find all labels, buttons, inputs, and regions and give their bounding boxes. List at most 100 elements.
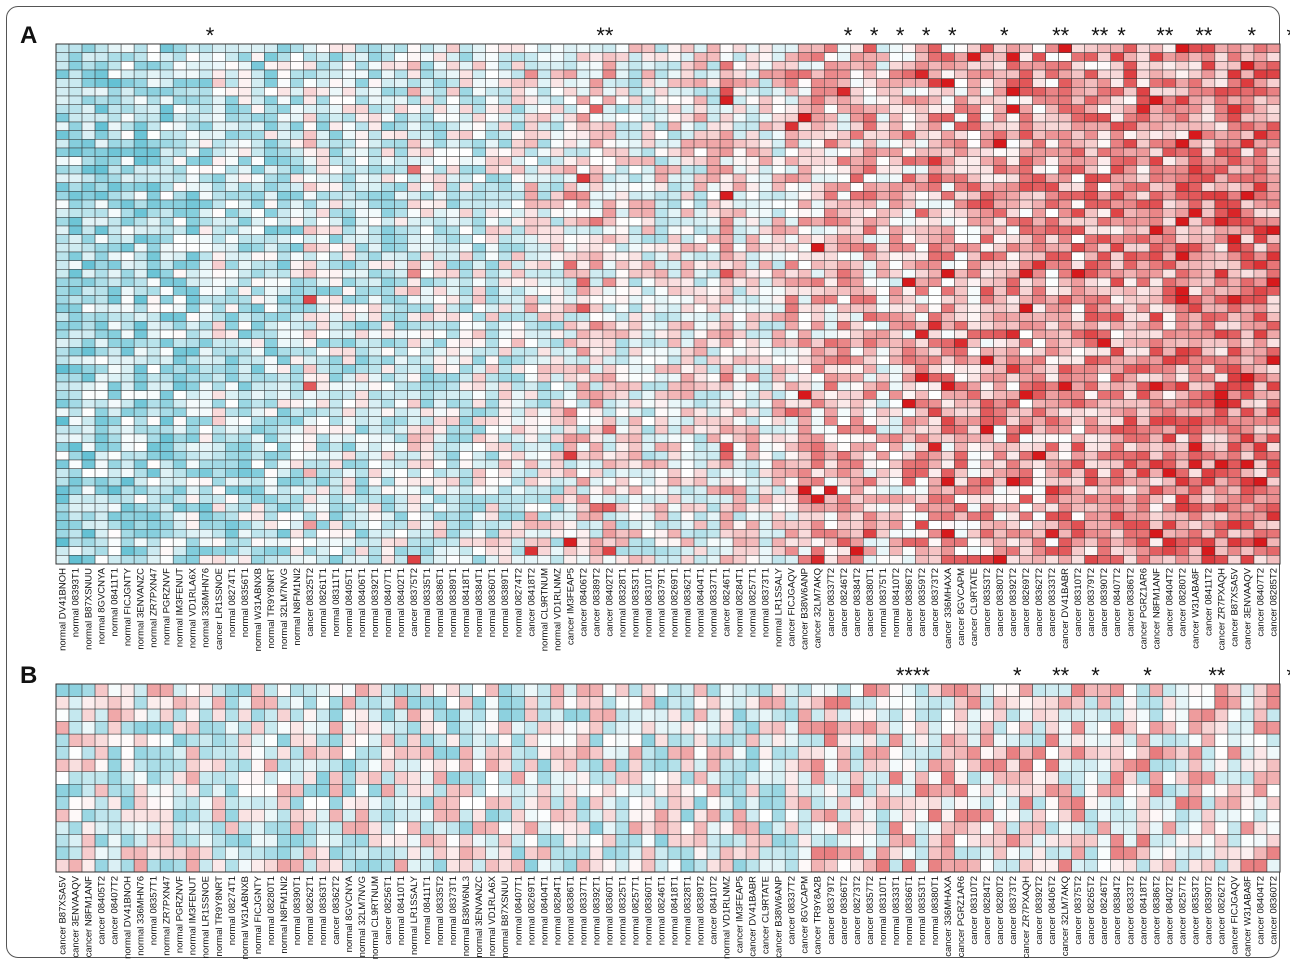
heatmap-cell bbox=[589, 459, 604, 469]
heatmap-cell bbox=[863, 95, 877, 105]
heatmap-cell bbox=[290, 546, 304, 556]
heatmap-cell bbox=[667, 303, 682, 313]
heatmap-cell bbox=[889, 199, 903, 209]
heatmap-cell bbox=[472, 537, 486, 547]
heatmap-cell bbox=[290, 165, 304, 175]
heatmap-cell bbox=[498, 451, 512, 461]
heatmap-cell bbox=[329, 208, 343, 218]
heatmap-cell bbox=[732, 113, 747, 123]
heatmap-cell bbox=[446, 390, 460, 400]
heatmap-cell bbox=[433, 165, 447, 175]
heatmap-cell bbox=[902, 217, 916, 227]
heatmap-cell bbox=[368, 243, 382, 253]
heatmap-cell bbox=[133, 390, 148, 400]
heatmap-cell bbox=[680, 433, 695, 443]
heatmap-cell bbox=[797, 529, 812, 539]
heatmap-cell bbox=[641, 355, 656, 365]
heatmap-cell bbox=[628, 87, 643, 97]
heatmap-cell bbox=[667, 399, 682, 409]
heatmap-cell bbox=[797, 381, 812, 391]
heatmap-cell bbox=[1045, 104, 1059, 114]
heatmap-cell bbox=[850, 225, 864, 235]
heatmap-cell bbox=[1071, 87, 1085, 97]
heatmap-cell bbox=[133, 225, 148, 235]
heatmap-cell bbox=[902, 537, 916, 547]
heatmap-cell bbox=[563, 303, 578, 313]
heatmap-cell bbox=[212, 95, 226, 105]
heatmap-cell bbox=[1110, 442, 1124, 452]
heatmap-cell bbox=[303, 381, 317, 391]
heatmap-cell bbox=[1058, 485, 1072, 495]
heatmap-cell bbox=[602, 468, 617, 478]
heatmap-cell bbox=[824, 121, 838, 131]
heatmap-cell bbox=[537, 338, 552, 348]
heatmap-cell bbox=[1045, 347, 1059, 357]
heatmap-cell bbox=[485, 87, 499, 97]
heatmap-cell bbox=[876, 61, 890, 71]
heatmap-cell bbox=[915, 329, 929, 339]
heatmap-cell bbox=[55, 442, 70, 452]
heatmap-cell bbox=[498, 355, 512, 365]
heatmap-cell bbox=[1071, 139, 1085, 149]
heatmap-cell bbox=[446, 347, 460, 357]
heatmap-cell bbox=[498, 494, 512, 504]
heatmap-cell bbox=[563, 468, 578, 478]
heatmap-cell bbox=[641, 338, 656, 348]
heatmap-cell bbox=[1110, 251, 1124, 261]
heatmap-cell bbox=[732, 303, 747, 313]
heatmap-cell bbox=[159, 390, 174, 400]
heatmap-cell bbox=[876, 147, 890, 157]
heatmap-cell bbox=[172, 494, 187, 504]
heatmap-cell bbox=[511, 529, 526, 539]
heatmap-cell bbox=[928, 191, 942, 201]
heatmap-cell bbox=[1032, 130, 1046, 140]
heatmap-cell bbox=[771, 43, 786, 53]
heatmap-cell bbox=[1019, 338, 1033, 348]
heatmap-cell bbox=[459, 520, 473, 530]
heatmap-cell bbox=[290, 407, 304, 417]
heatmap-cell bbox=[1097, 303, 1111, 313]
heatmap-cell bbox=[172, 217, 187, 227]
heatmap-cell bbox=[342, 442, 356, 452]
heatmap-cell bbox=[238, 494, 252, 504]
heatmap-cell bbox=[771, 52, 786, 62]
heatmap-cell bbox=[680, 477, 695, 487]
heatmap-cell bbox=[238, 234, 252, 244]
heatmap-cell bbox=[251, 156, 265, 166]
heatmap-cell bbox=[68, 416, 83, 426]
heatmap-cell bbox=[941, 338, 955, 348]
heatmap-cell bbox=[824, 321, 838, 331]
heatmap-cell bbox=[225, 208, 239, 218]
heatmap-cell bbox=[771, 546, 786, 556]
heatmap-cell bbox=[576, 459, 591, 469]
heatmap-cell bbox=[615, 546, 630, 556]
heatmap-cell bbox=[420, 69, 434, 79]
heatmap-cell bbox=[928, 182, 942, 192]
heatmap-cell bbox=[615, 225, 630, 235]
heatmap-cell bbox=[1019, 494, 1033, 504]
heatmap-cell bbox=[459, 468, 473, 478]
heatmap-cell bbox=[120, 121, 135, 131]
heatmap-cell bbox=[225, 503, 239, 513]
heatmap-cell bbox=[433, 147, 447, 157]
heatmap-cell bbox=[146, 468, 161, 478]
heatmap-cell bbox=[1019, 199, 1033, 209]
heatmap-cell bbox=[264, 425, 278, 435]
heatmap-cell bbox=[550, 147, 565, 157]
heatmap-cell bbox=[185, 494, 200, 504]
heatmap-cell bbox=[1071, 199, 1085, 209]
heatmap-cell bbox=[706, 113, 721, 123]
heatmap-cell bbox=[824, 199, 838, 209]
heatmap-cell bbox=[797, 199, 812, 209]
heatmap-cell bbox=[433, 537, 447, 547]
heatmap-cell bbox=[329, 130, 343, 140]
heatmap-cell bbox=[120, 546, 135, 556]
heatmap-cell bbox=[680, 355, 695, 365]
heatmap-cell bbox=[303, 321, 317, 331]
heatmap-cell bbox=[1045, 520, 1059, 530]
heatmap-cell bbox=[615, 390, 630, 400]
heatmap-cell bbox=[68, 52, 83, 62]
heatmap-cell bbox=[394, 243, 408, 253]
heatmap-cell bbox=[146, 182, 161, 192]
heatmap-cell bbox=[133, 139, 148, 149]
